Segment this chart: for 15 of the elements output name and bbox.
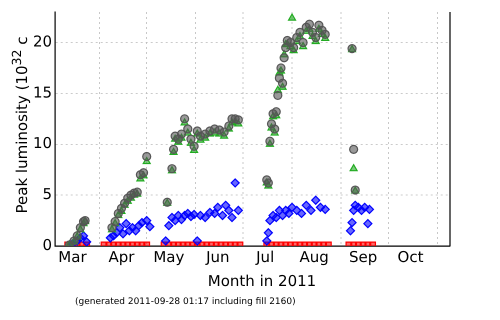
- x-axis-title: Month in 2011: [208, 272, 316, 290]
- y-tick-label: 10: [32, 134, 52, 152]
- y-tick-label: 20: [32, 32, 52, 50]
- x-tick-label: Oct: [398, 248, 424, 266]
- x-tick-label: Aug: [300, 248, 329, 266]
- x-tick-label: May: [153, 248, 184, 266]
- x-tick-label: Mar: [58, 248, 88, 266]
- y-tick-label: 5: [42, 185, 52, 204]
- x-tick-label: Apr: [108, 248, 136, 266]
- x-tick-label: Jul: [255, 248, 274, 266]
- x-tick-label: Sep: [348, 248, 378, 266]
- text: (generated 2011-09-28 01:17 including fill 2160): [75, 297, 296, 307]
- y-tick-label: 15: [32, 83, 52, 102]
- y-tick-label: 0: [42, 236, 52, 254]
- x-tick-label: Jun: [205, 248, 230, 266]
